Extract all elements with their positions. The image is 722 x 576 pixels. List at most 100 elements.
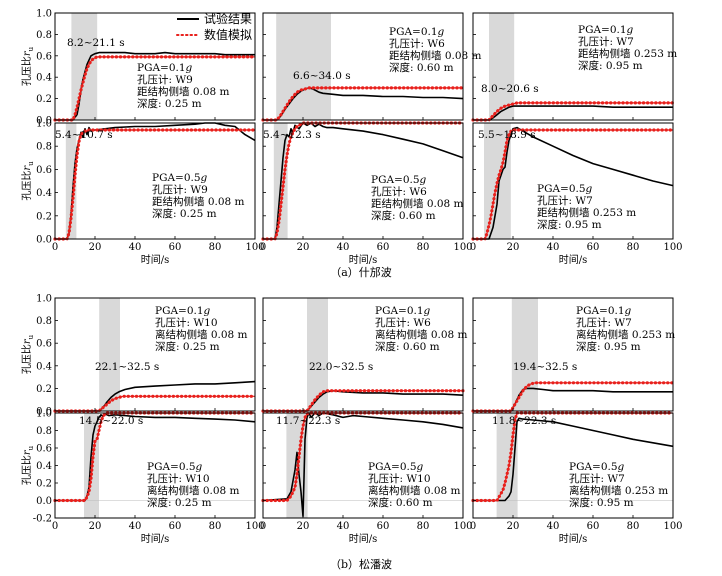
plot-frame xyxy=(262,122,464,240)
annotation-line: 深度: 0.60 m xyxy=(375,340,440,353)
x-tick-label: 40 xyxy=(337,521,350,532)
annotation-line: 距结构侧墙 0.253 m xyxy=(578,47,677,60)
caption-a: （a）什邡波 xyxy=(330,265,392,279)
y-tick-label: 0.0 xyxy=(36,496,52,507)
annotation-line: 孔压计: W6 xyxy=(375,316,431,329)
annotation-line: PGA=0.1g xyxy=(576,305,632,317)
time-window xyxy=(65,123,77,239)
x-tick-label: 20 xyxy=(89,242,102,253)
annotation-line: 孔压计: W10 xyxy=(368,472,431,485)
x-tick-label: 100 xyxy=(663,521,682,532)
window-label: 5.4~12.3 s xyxy=(263,129,321,141)
legend-experiment-label: 试验结果 xyxy=(204,11,252,26)
annotation-line: 离结构侧墙 0.08 m xyxy=(147,484,240,497)
simulation-markers xyxy=(53,411,257,503)
annotation-line: 孔压计: W6 xyxy=(389,37,445,50)
time-window xyxy=(489,13,515,120)
plot-frame xyxy=(54,297,256,412)
plot-frame xyxy=(472,122,674,240)
y-tick-label: 0.0 xyxy=(36,235,52,246)
annotation-line: 距结构侧墙 0.08 m xyxy=(152,195,245,208)
annotation-line: 孔压计: W7 xyxy=(537,194,593,207)
simulation-markers xyxy=(471,381,675,413)
y-axis-label: 孔压比ru xyxy=(21,161,35,201)
x-tick-label: 80 xyxy=(627,242,640,253)
annotation-line: 孔压计: W9 xyxy=(152,183,208,196)
x-tick-label: 40 xyxy=(129,242,142,253)
x-tick-label: 80 xyxy=(209,521,222,532)
window-label: 22.1~32.5 s xyxy=(95,361,159,373)
experiment-line xyxy=(473,417,674,502)
x-tick-label: 60 xyxy=(169,242,182,253)
annotation-line: 深度: 0.25 m xyxy=(147,496,212,509)
panel-b-top-left: 0.0 0.2 0.4 0.6 0.8 1.0 孔压比ru 22.1~32.5 s PGA=0.… xyxy=(21,294,257,418)
caption-b: （b）松潘波 xyxy=(330,557,392,571)
annotation-line: 深度: 0.95 m xyxy=(569,496,634,509)
x-tick-label: 0 xyxy=(470,521,476,532)
experiment-line xyxy=(262,412,464,518)
annotation-line: PGA=0.5g xyxy=(371,174,427,186)
y-tick-label: 0.4 xyxy=(36,461,52,472)
y-tick-label: 0.2 xyxy=(36,384,52,395)
x-tick-label: 20 xyxy=(297,242,310,253)
x-tick-label: 40 xyxy=(129,521,142,532)
x-tick-label: 0 xyxy=(52,242,58,253)
annotation-line: 深度: 0.60 m xyxy=(368,496,433,509)
simulation-markers xyxy=(471,101,675,122)
x-tick-label: 40 xyxy=(547,242,560,253)
y-tick-label: 0.4 xyxy=(36,73,52,84)
experiment-line xyxy=(473,387,673,412)
annotation-line: PGA=0.1g xyxy=(578,24,634,36)
time-window xyxy=(307,298,328,411)
annotation-line: PGA=0.5g xyxy=(152,172,208,184)
simulation-markers xyxy=(261,121,465,241)
experiment-line xyxy=(473,105,673,121)
y-tick-label: 0.0 xyxy=(36,407,52,418)
time-window xyxy=(511,298,538,411)
plot-frame xyxy=(54,12,256,121)
annotation-line: PGA=0.5g xyxy=(368,461,424,473)
window-label: 5.5~18.9 s xyxy=(478,129,536,141)
x-axis-label: 时间/s xyxy=(559,253,588,266)
x-tick-label: 60 xyxy=(587,521,600,532)
x-axis-label: 时间/s xyxy=(141,532,170,545)
window-label: 14.5~22.0 s xyxy=(79,415,143,427)
x-tick-label: 20 xyxy=(507,521,520,532)
y-tick-label: 1.0 xyxy=(36,294,52,305)
panel-a-top-left: 0.0 0.2 0.4 0.6 0.8 1.0 孔压比ru 8.2~21.1 s PGA=0.1… xyxy=(21,9,257,127)
y-tick-label: 0.8 xyxy=(36,30,52,41)
y-axis-label: 孔压比ru xyxy=(21,445,35,485)
x-tick-label: 80 xyxy=(209,242,222,253)
y-tick-label: 0.2 xyxy=(36,479,52,490)
x-tick-label: 0 xyxy=(470,242,476,253)
experiment-line xyxy=(263,122,464,240)
simulation-line xyxy=(55,395,255,412)
y-axis-label: 孔压比ru xyxy=(21,46,35,86)
legend-simulation-label: 数值模拟 xyxy=(204,27,252,42)
y-tick-label: 0.6 xyxy=(36,444,52,455)
x-tick-label: 100 xyxy=(663,242,682,253)
annotation-line: 孔压计: W10 xyxy=(155,316,218,329)
annotation-line: 孔压计: W10 xyxy=(147,472,210,485)
annotation-line: 离结构侧墙 0.253 m xyxy=(576,328,675,341)
annotation-line: 孔压计: W6 xyxy=(371,185,427,198)
annotation-line: 深度: 0.25 m xyxy=(137,97,202,110)
y-tick-label: 0.4 xyxy=(36,188,52,199)
annotation-line: 距结构侧墙 0.08 m xyxy=(137,85,230,98)
annotation-line: PGA=0.5g xyxy=(147,461,203,473)
annotation-line: PGA=0.1g xyxy=(375,305,431,317)
annotation-line: 孔压计: W7 xyxy=(578,35,634,48)
x-axis-label: 时间/s xyxy=(559,532,588,545)
window-label: 22.0~32.5 s xyxy=(309,361,373,373)
x-axis-label: 时间/s xyxy=(349,532,378,545)
window-label: 6.6~34.0 s xyxy=(293,70,351,82)
x-axis-label: 时间/s xyxy=(349,253,378,266)
window-label: 19.4~32.5 s xyxy=(513,361,577,373)
y-tick-label: -0.2 xyxy=(33,514,52,525)
y-tick-label: 0.6 xyxy=(36,51,52,62)
panel-b-bottom-left: 0 20 40 60 80 100 -0.2 0.0 0.2 0.4 0.6 0.8 1.0 时间/s 孔压… xyxy=(21,409,265,546)
